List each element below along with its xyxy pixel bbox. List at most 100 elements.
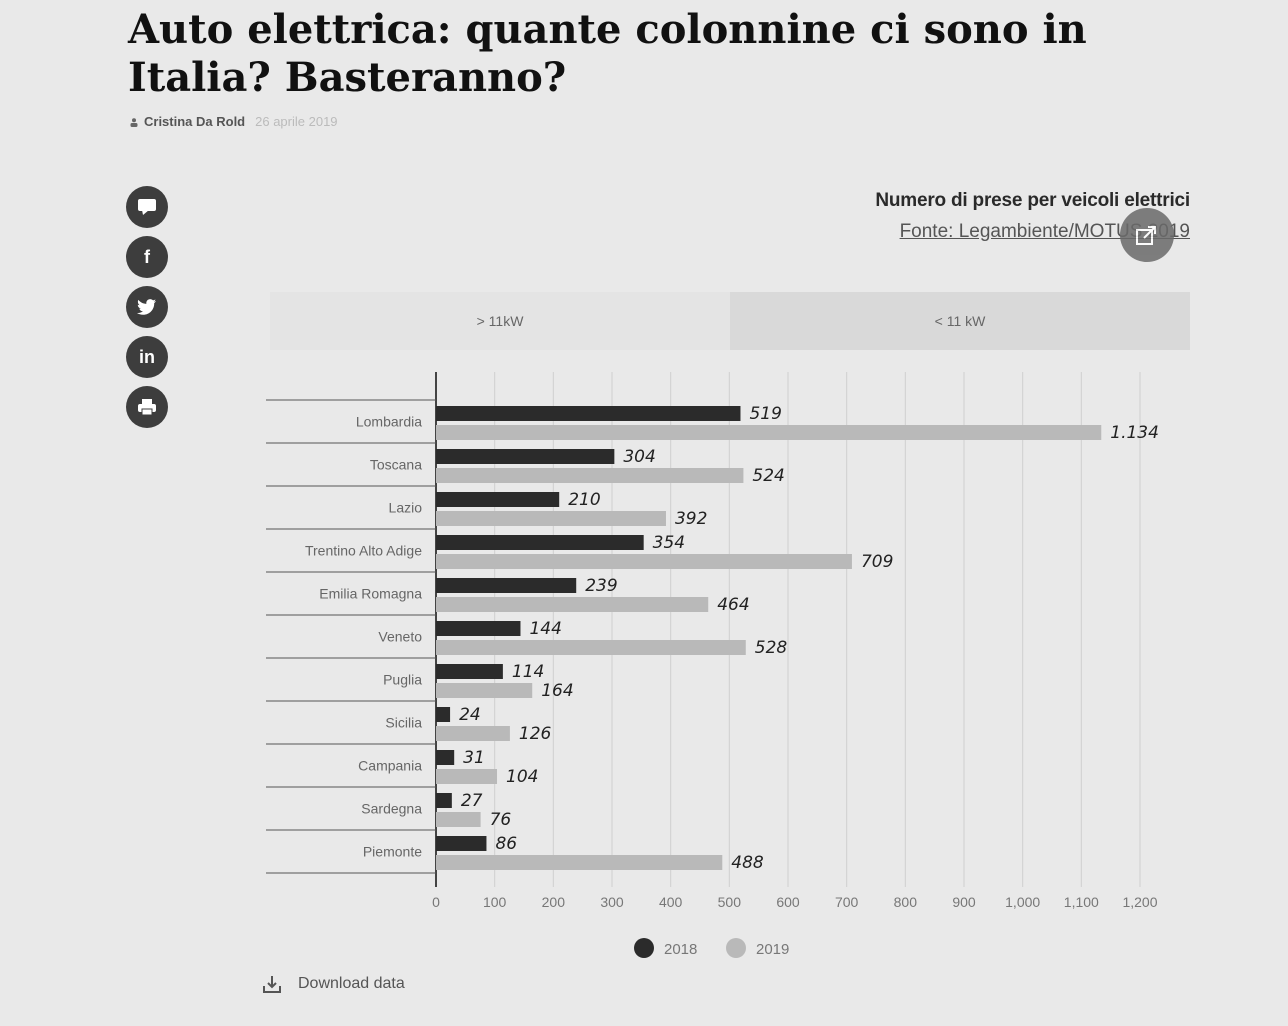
data-label: 104 xyxy=(506,767,538,787)
download-label: Download data xyxy=(298,975,405,992)
data-label: 464 xyxy=(717,595,749,615)
data-label: 488 xyxy=(731,853,764,873)
data-label: 31 xyxy=(463,748,485,768)
x-tick-label: 200 xyxy=(542,894,566,910)
comment-button[interactable] xyxy=(126,186,168,228)
x-tick-label: 600 xyxy=(776,894,800,910)
data-label: 519 xyxy=(749,404,781,424)
chart-heading: Numero di prese per veicoli elettrici Fo… xyxy=(875,190,1190,243)
user-icon xyxy=(130,118,138,127)
data-label: 1.134 xyxy=(1110,423,1159,443)
category-label: Lombardia xyxy=(356,414,422,430)
x-tick-label: 400 xyxy=(659,894,683,910)
legend-swatch-2019 xyxy=(726,938,746,958)
data-label: 709 xyxy=(861,552,893,572)
filter-tabs: > 11kW < 11 kW xyxy=(270,292,1190,350)
x-tick-label: 700 xyxy=(835,894,859,910)
category-label: Lazio xyxy=(389,500,423,516)
twitter-share-button[interactable] xyxy=(126,286,168,328)
publish-date: 26 aprile 2019 xyxy=(255,114,338,129)
category-label: Campania xyxy=(358,758,422,774)
bar-2018 xyxy=(436,664,503,679)
bar-2019 xyxy=(436,468,744,483)
x-tick-label: 900 xyxy=(952,894,976,910)
legend-swatch-2018 xyxy=(634,938,654,958)
data-label: 239 xyxy=(585,576,617,596)
share-chart-button[interactable] xyxy=(1120,208,1174,262)
bar-2019 xyxy=(436,855,723,870)
bar-2018 xyxy=(436,621,521,636)
x-tick-label: 800 xyxy=(894,894,918,910)
bar-2019 xyxy=(436,769,498,784)
bar-2019 xyxy=(436,425,1102,440)
data-label: 304 xyxy=(623,447,655,467)
download-data-button[interactable]: Download data xyxy=(262,974,405,994)
category-label: Emilia Romagna xyxy=(319,586,422,602)
data-label: 126 xyxy=(519,724,552,744)
data-label: 392 xyxy=(675,509,707,529)
x-tick-label: 500 xyxy=(718,894,742,910)
data-label: 210 xyxy=(568,490,600,510)
category-label: Piemonte xyxy=(363,844,422,860)
bar-2018 xyxy=(436,836,487,851)
chart-title: Numero di prese per veicoli elettrici xyxy=(875,190,1190,211)
byline: Cristina Da Rold 26 aprile 2019 xyxy=(130,114,338,129)
tab-over-11kw[interactable]: > 11kW xyxy=(270,292,730,350)
category-label: Sardegna xyxy=(361,801,422,817)
x-tick-label: 100 xyxy=(483,894,507,910)
legend-label: 2019 xyxy=(756,941,789,958)
x-tick-label: 1,200 xyxy=(1122,894,1157,910)
bar-2019 xyxy=(436,511,666,526)
category-label: Veneto xyxy=(378,629,422,645)
bar-2019 xyxy=(436,640,746,655)
data-label: 86 xyxy=(495,834,517,854)
bar-2018 xyxy=(436,449,615,464)
x-tick-label: 300 xyxy=(600,894,624,910)
x-tick-label: 1,000 xyxy=(1005,894,1040,910)
data-label: 354 xyxy=(653,533,685,553)
author-name[interactable]: Cristina Da Rold xyxy=(144,114,246,129)
bar-2018 xyxy=(436,578,577,593)
data-label: 164 xyxy=(541,681,573,701)
data-label: 144 xyxy=(529,619,561,639)
x-tick-label: 1,100 xyxy=(1064,894,1099,910)
source-link[interactable]: Fonte: Legambiente/MOTUS 2019 xyxy=(899,221,1190,242)
bar-2018 xyxy=(436,406,741,421)
legend-label: 2018 xyxy=(664,941,697,958)
comment-icon xyxy=(138,199,156,215)
bar-2019 xyxy=(436,554,852,569)
linkedin-icon: in xyxy=(139,346,155,367)
bar-2019 xyxy=(436,597,709,612)
data-label: 114 xyxy=(512,662,544,682)
category-label: Puglia xyxy=(383,672,422,688)
data-label: 528 xyxy=(755,638,788,658)
data-label: 27 xyxy=(461,791,483,811)
bar-2018 xyxy=(436,707,451,722)
category-label: Toscana xyxy=(370,457,422,473)
share-icon xyxy=(1136,226,1156,245)
page-title: Auto elettrica: quante colonnine ci sono… xyxy=(128,6,1087,101)
bar-2018 xyxy=(436,492,560,507)
data-label: 24 xyxy=(459,705,481,725)
data-label: 524 xyxy=(752,466,784,486)
bar-2019 xyxy=(436,812,481,827)
print-icon xyxy=(138,399,156,416)
download-icon xyxy=(263,976,281,993)
bar-2019 xyxy=(436,726,510,741)
bar-2018 xyxy=(436,793,452,808)
category-label: Trentino Alto Adige xyxy=(305,543,422,559)
facebook-icon: f xyxy=(144,246,150,267)
tab-under-11kw[interactable]: < 11 kW xyxy=(730,292,1190,350)
print-button[interactable] xyxy=(126,386,168,428)
category-label: Sicilia xyxy=(385,715,422,731)
bar-2019 xyxy=(436,683,533,698)
linkedin-share-button[interactable]: in xyxy=(126,336,168,378)
bar-2018 xyxy=(436,535,644,550)
twitter-icon xyxy=(137,299,156,315)
bar-2018 xyxy=(436,750,455,765)
x-tick-label: 0 xyxy=(432,894,440,910)
facebook-share-button[interactable]: f xyxy=(126,236,168,278)
share-buttons: f in xyxy=(126,186,170,436)
data-label: 76 xyxy=(490,810,512,830)
